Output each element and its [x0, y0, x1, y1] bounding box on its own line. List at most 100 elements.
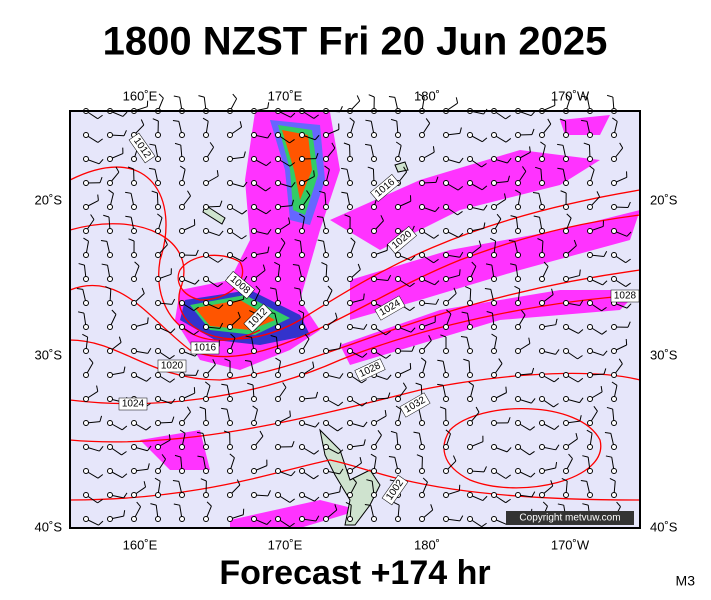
isobar-label-box: [225, 271, 255, 299]
barb-flag: [550, 480, 554, 487]
barb-station: [347, 492, 353, 498]
barb-flag: [121, 451, 127, 456]
barb-station: [179, 348, 185, 354]
barb-flag: [395, 141, 402, 146]
barb-station: [563, 348, 569, 354]
barb-station: [443, 516, 449, 522]
barb-flag: [255, 285, 261, 291]
isobar-label-box: [354, 358, 386, 382]
barb-flag: [616, 501, 621, 507]
barb-station: [323, 468, 329, 474]
barb-flag: [145, 425, 152, 431]
barb-flag: [216, 170, 219, 177]
barb-flag: [434, 206, 440, 212]
barb-station: [395, 156, 401, 162]
barb-flag: [306, 190, 311, 196]
map-frame: [69, 110, 641, 529]
barb-station: [83, 300, 89, 306]
barb-flag: [510, 263, 517, 266]
barb-flag: [123, 510, 126, 517]
barb-flag: [529, 146, 531, 153]
barb-flag: [557, 143, 564, 146]
barb-station: [323, 276, 329, 282]
barb-flag: [100, 239, 107, 242]
barb-station: [155, 300, 161, 306]
barb-flag: [317, 239, 324, 242]
barb-flag: [377, 430, 382, 436]
isobar-label-box: [128, 132, 156, 164]
barb-station: [251, 300, 257, 306]
barb-flag: [339, 342, 342, 349]
barb-station: [563, 492, 569, 498]
barb-station: [395, 132, 401, 138]
barb-station: [491, 156, 497, 162]
barb-flag: [125, 191, 132, 194]
barb-flag: [415, 382, 422, 386]
barb-flag: [532, 191, 539, 194]
barb-station: [395, 516, 401, 522]
barb-station: [371, 228, 377, 234]
barb-station: [275, 204, 281, 210]
barb-flag: [158, 93, 164, 99]
barb-station: [179, 156, 185, 162]
barb-station: [155, 132, 161, 138]
barb-flag: [164, 239, 168, 245]
barb-station: [563, 444, 569, 450]
barb-station: [611, 132, 617, 138]
barb-station: [203, 396, 209, 402]
barb-station: [251, 444, 257, 450]
barb-flag: [99, 446, 104, 452]
barb-flag: [118, 336, 122, 343]
barb-flag: [410, 255, 416, 261]
barb-station: [251, 276, 257, 282]
barb-station: [419, 300, 425, 306]
barb-station: [371, 132, 377, 138]
barb-flag: [475, 406, 480, 413]
barb-flag: [575, 432, 578, 440]
barb-flag: [209, 142, 215, 148]
barb-station: [587, 396, 593, 402]
barb-station: [563, 324, 569, 330]
barb-flag: [416, 454, 423, 458]
longitude-label: 170˚W: [551, 537, 590, 552]
barb-flag: [199, 406, 206, 410]
barb-flag: [98, 520, 104, 526]
barb-station: [395, 468, 401, 474]
barb-station: [155, 420, 161, 426]
barb-flag: [244, 359, 251, 362]
barb-station: [131, 252, 137, 258]
barb-flag: [390, 118, 397, 122]
barb-station: [227, 468, 233, 474]
barb-station: [323, 228, 329, 234]
barb-flag: [212, 359, 216, 365]
barb-station: [227, 420, 233, 426]
barb-flag: [267, 490, 271, 497]
barb-station: [131, 204, 137, 210]
barb-station: [227, 444, 233, 450]
latitude-label: 30˚S: [35, 347, 63, 362]
barb-flag: [602, 280, 608, 286]
wind-barbs: [76, 93, 632, 528]
barb-station: [275, 396, 281, 402]
barb-station: [419, 468, 425, 474]
barb-station: [227, 492, 233, 498]
barb-flag: [334, 504, 338, 511]
barb-station: [107, 348, 113, 354]
barb-flag: [533, 215, 540, 218]
barb-station: [419, 180, 425, 186]
barb-station: [491, 372, 497, 378]
barb-flag: [349, 117, 355, 123]
barb-flag: [553, 377, 560, 383]
barb-flag: [609, 477, 616, 482]
barb-flag: [197, 455, 204, 458]
barb-flag: [313, 114, 319, 119]
barb-station: [323, 372, 329, 378]
barb-flag: [446, 309, 452, 315]
barb-station: [347, 276, 353, 282]
barb-station: [515, 492, 521, 498]
barb-station: [491, 324, 497, 330]
barb-flag: [506, 447, 512, 453]
barb-flag: [459, 515, 464, 522]
barb-flag: [236, 479, 241, 486]
barb-station: [587, 444, 593, 450]
